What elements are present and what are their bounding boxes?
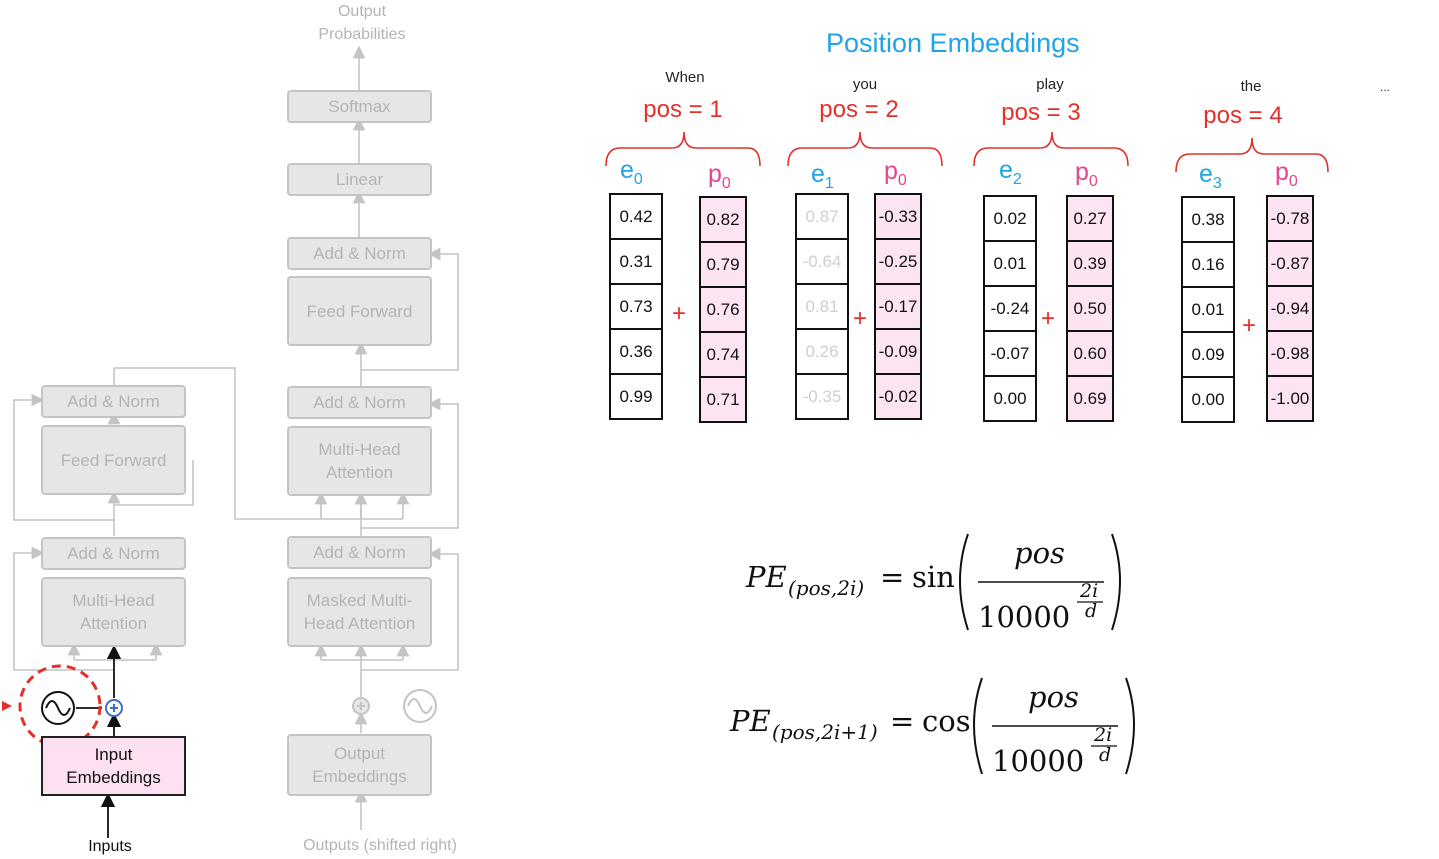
decoder-add-norm-low: Add & Norm: [287, 536, 432, 569]
position-value-cell: -0.17: [874, 283, 922, 330]
p-symbol: p0: [1075, 158, 1098, 190]
position-value-cell: -1.00: [1266, 375, 1314, 422]
embedding-value-cell: 0.01: [983, 240, 1037, 287]
group-braces: [605, 131, 1329, 173]
position-vector: -0.78 -0.87 -0.94 -0.98 -1.00: [1266, 195, 1314, 422]
encoder-add-norm-low: Add & Norm: [41, 537, 186, 570]
embedding-value-cell: -0.35: [795, 373, 849, 420]
embedding-vector: 0.42 0.31 0.73 0.36 0.99: [609, 193, 663, 420]
ellipsis: ...: [1380, 80, 1391, 94]
p-symbol: p0: [708, 160, 731, 192]
position-value-cell: 0.60: [1066, 330, 1114, 377]
decoder-feed-forward-block: Feed Forward: [287, 276, 432, 346]
embedding-value-cell: 0.00: [983, 375, 1037, 422]
position-vector: -0.33 -0.25 -0.17 -0.09 -0.02: [874, 193, 922, 420]
position-value-cell: 0.27: [1066, 195, 1114, 242]
embedding-value-cell: 0.09: [1181, 331, 1235, 378]
pos-label: pos = 1: [643, 96, 723, 123]
position-value-cell: -0.98: [1266, 330, 1314, 377]
position-value-cell: 0.69: [1066, 375, 1114, 422]
position-vector: 0.27 0.39 0.50 0.60 0.69: [1066, 195, 1114, 422]
pe-sin-formula: PE (pos,2i) = sin pos 10000 2i d: [746, 530, 1146, 640]
plus-sign: +: [853, 305, 868, 332]
e-symbol: e1: [811, 160, 834, 192]
softmax-block: Softmax: [287, 90, 432, 123]
embedding-vector: 0.02 0.01 -0.24 -0.07 0.00: [983, 195, 1037, 422]
encoder-multi-head-attention-block: Multi-Head Attention: [41, 577, 186, 647]
word-label: When: [665, 69, 705, 86]
position-value-cell: 0.79: [699, 241, 747, 288]
pos-label: pos = 2: [819, 96, 899, 123]
p-symbol: p0: [884, 157, 907, 189]
plus-sign: +: [1041, 305, 1056, 332]
embedding-value-cell: 0.16: [1181, 241, 1235, 288]
embedding-value-cell: 0.81: [795, 283, 849, 330]
encoder-add-norm-top: Add & Norm: [41, 385, 186, 418]
word-label: the: [1240, 78, 1262, 95]
embedding-value-cell: 0.73: [609, 283, 663, 330]
position-value-cell: 0.82: [699, 196, 747, 243]
embedding-value-cell: -0.64: [795, 238, 849, 285]
pos-label: pos = 3: [1001, 99, 1081, 126]
embedding-value-cell: -0.07: [983, 330, 1037, 377]
embedding-value-cell: -0.24: [983, 285, 1037, 332]
input-embeddings-block: Input Embeddings: [41, 736, 186, 796]
position-value-cell: -0.09: [874, 328, 922, 375]
decoder-multi-head-attention-block: Multi-Head Attention: [287, 426, 432, 496]
linear-block: Linear: [287, 163, 432, 196]
position-value-cell: -0.02: [874, 373, 922, 420]
plus-sign: +: [672, 300, 687, 327]
p-symbol: p0: [1275, 158, 1298, 190]
position-value-cell: -0.78: [1266, 195, 1314, 242]
embedding-value-cell: 0.02: [983, 195, 1037, 242]
plus-sign: +: [1242, 312, 1257, 339]
embedding-value-cell: 0.99: [609, 373, 663, 420]
e-symbol: e0: [620, 156, 643, 188]
embedding-value-cell: 0.42: [609, 193, 663, 240]
embedding-value-cell: 0.26: [795, 328, 849, 375]
position-value-cell: -0.87: [1266, 240, 1314, 287]
embedding-vector: 0.38 0.16 0.01 0.09 0.00: [1181, 196, 1235, 423]
position-embeddings-title: Position Embeddings: [826, 28, 1080, 58]
embedding-value-cell: 0.38: [1181, 196, 1235, 243]
output-probabilities-label: Output Probabilities: [318, 3, 406, 43]
position-value-cell: 0.50: [1066, 285, 1114, 332]
position-value-cell: 0.71: [699, 376, 747, 423]
masked-multi-head-attention-block: Masked Multi- Head Attention: [287, 577, 432, 647]
embedding-value-cell: 0.00: [1181, 376, 1235, 423]
position-value-cell: 0.39: [1066, 240, 1114, 287]
embedding-value-cell: 0.87: [795, 193, 849, 240]
position-value-cell: 0.76: [699, 286, 747, 333]
decoder-add-norm-top: Add & Norm: [287, 237, 432, 270]
embedding-value-cell: 0.01: [1181, 286, 1235, 333]
e-symbol: e2: [999, 156, 1022, 188]
pe-cos-formula: PE (pos,2i+1) = cos pos 10000 2i d: [730, 674, 1150, 784]
encoder-feed-forward-block: Feed Forward: [41, 425, 186, 495]
pos-label: pos = 4: [1203, 102, 1283, 129]
embedding-value-cell: 0.31: [609, 238, 663, 285]
word-label: play: [1036, 76, 1064, 93]
output-embeddings-block: Output Embeddings: [287, 734, 432, 796]
position-value-cell: -0.25: [874, 238, 922, 285]
position-value-cell: -0.33: [874, 193, 922, 240]
position-vector: 0.82 0.79 0.76 0.74 0.71: [699, 196, 747, 423]
transformer-connectors: [2, 45, 459, 838]
embedding-vector: 0.87 -0.64 0.81 0.26 -0.35: [795, 193, 849, 420]
word-label: you: [852, 76, 878, 93]
inputs-label: Inputs: [88, 838, 132, 855]
position-value-cell: 0.74: [699, 331, 747, 378]
decoder-add-norm-mid: Add & Norm: [287, 386, 432, 419]
e-symbol: e3: [1199, 160, 1222, 192]
embedding-value-cell: 0.36: [609, 328, 663, 375]
outputs-shifted-right-label: Outputs (shifted right): [303, 837, 457, 854]
position-value-cell: -0.94: [1266, 285, 1314, 332]
